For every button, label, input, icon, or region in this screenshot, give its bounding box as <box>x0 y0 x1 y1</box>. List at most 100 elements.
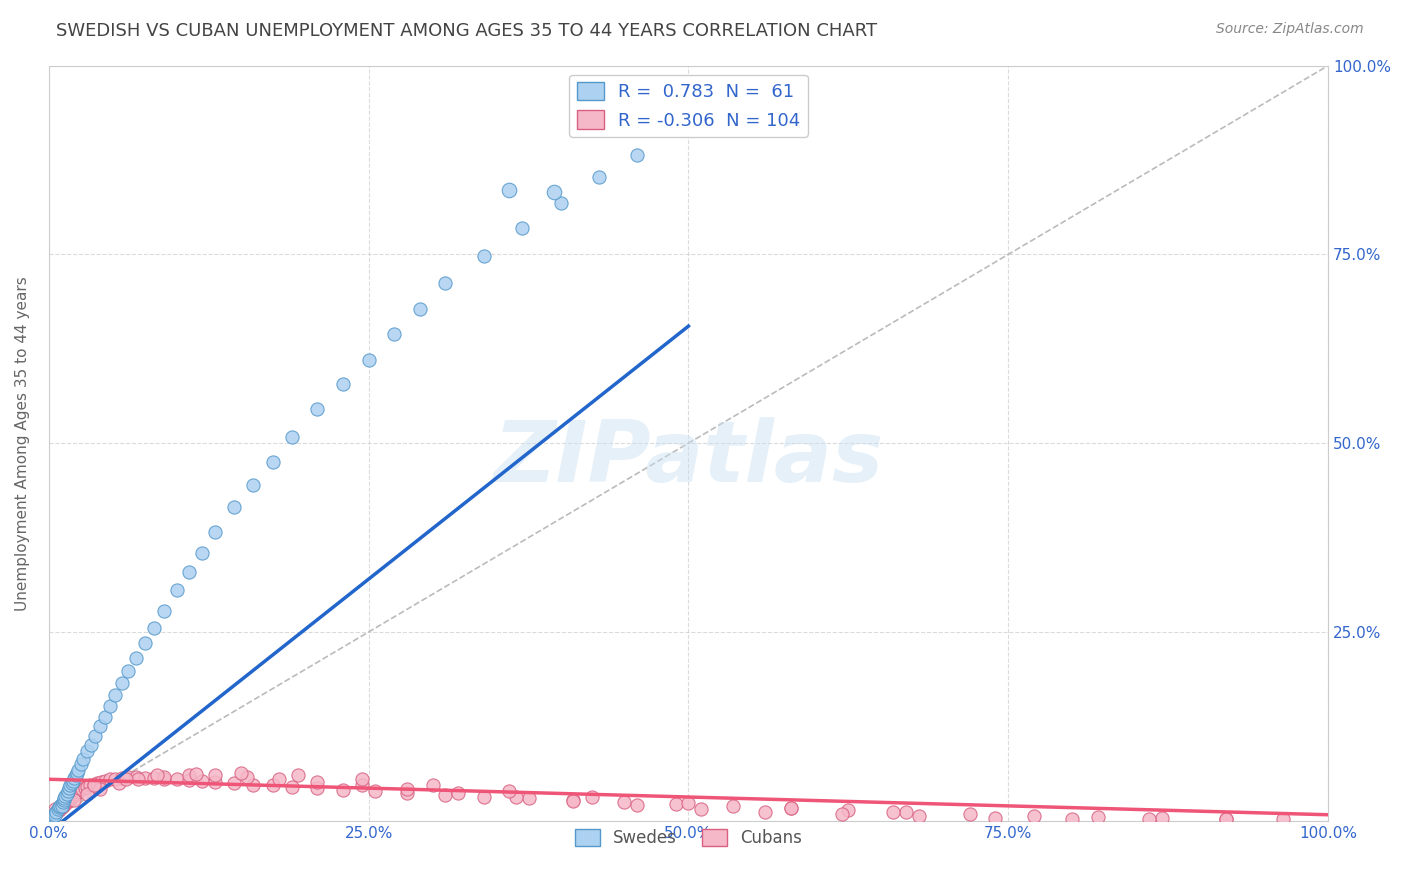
Point <box>56 783 79 797</box>
Point <box>184 767 207 781</box>
Text: Source: ZipAtlas.com: Source: ZipAtlas.com <box>1216 22 1364 37</box>
Point <box>166 583 188 598</box>
Point <box>588 170 610 185</box>
Point <box>224 776 246 790</box>
Point <box>1022 808 1045 822</box>
Point <box>1062 812 1084 826</box>
Text: SWEDISH VS CUBAN UNEMPLOYMENT AMONG AGES 35 TO 44 YEARS CORRELATION CHART: SWEDISH VS CUBAN UNEMPLOYMENT AMONG AGES… <box>56 22 877 40</box>
Point <box>153 770 176 784</box>
Point <box>45 805 67 819</box>
Point <box>51 800 73 814</box>
Point <box>98 698 121 713</box>
Point <box>83 729 105 743</box>
Point <box>281 430 304 444</box>
Point <box>434 788 457 802</box>
Point <box>581 789 603 804</box>
Point <box>53 792 76 806</box>
Point <box>754 805 776 819</box>
Point <box>41 807 63 822</box>
Point <box>108 776 131 790</box>
Point <box>104 772 127 786</box>
Point <box>45 805 67 819</box>
Point <box>52 798 75 813</box>
Point <box>179 768 201 782</box>
Y-axis label: Unemployment Among Ages 35 to 44 years: Unemployment Among Ages 35 to 44 years <box>15 276 30 610</box>
Point <box>422 778 444 792</box>
Point <box>472 249 495 263</box>
Point <box>894 805 917 820</box>
Point <box>1272 812 1295 826</box>
Point <box>721 799 744 814</box>
Point <box>66 785 89 799</box>
Point <box>984 811 1007 825</box>
Point <box>48 800 70 814</box>
Point <box>907 809 929 823</box>
Point <box>86 776 108 790</box>
Point <box>690 802 713 816</box>
Point <box>395 782 418 797</box>
Point <box>831 807 853 822</box>
Point <box>665 797 688 812</box>
Point <box>46 804 69 818</box>
Point <box>352 778 374 792</box>
Point <box>224 500 246 515</box>
Point <box>142 621 165 635</box>
Point <box>117 665 139 679</box>
Point <box>307 774 329 789</box>
Point <box>66 766 89 780</box>
Point <box>94 773 117 788</box>
Point <box>307 402 329 417</box>
Point <box>146 768 169 782</box>
Point <box>153 772 176 786</box>
Point <box>613 795 636 809</box>
Point <box>332 782 354 797</box>
Point <box>62 789 84 803</box>
Point <box>191 773 214 788</box>
Point <box>352 772 374 787</box>
Point <box>562 794 585 808</box>
Point <box>166 772 188 787</box>
Point <box>837 803 859 817</box>
Point <box>117 770 139 784</box>
Point <box>65 768 87 782</box>
Point <box>779 801 801 815</box>
Point <box>56 785 79 799</box>
Point <box>779 801 801 815</box>
Point <box>678 796 700 810</box>
Point <box>447 786 470 800</box>
Point <box>53 791 76 805</box>
Point <box>472 789 495 804</box>
Point <box>104 688 127 702</box>
Point <box>882 805 904 819</box>
Point <box>267 772 290 786</box>
Point <box>111 771 134 785</box>
Point <box>395 786 418 800</box>
Point <box>52 795 75 809</box>
Point <box>76 780 98 794</box>
Point <box>76 788 98 802</box>
Point <box>114 772 136 787</box>
Point <box>60 776 83 790</box>
Point <box>127 772 149 787</box>
Point <box>60 790 83 805</box>
Point <box>90 774 112 789</box>
Legend: Swedes, Cubans: Swedes, Cubans <box>568 822 808 854</box>
Point <box>204 768 226 782</box>
Point <box>51 798 73 813</box>
Point <box>626 147 648 161</box>
Point <box>42 808 65 822</box>
Point <box>134 771 156 785</box>
Point <box>44 802 66 816</box>
Point <box>357 353 380 368</box>
Point <box>434 276 457 290</box>
Point <box>505 790 527 805</box>
Point <box>69 783 91 797</box>
Point <box>409 301 432 316</box>
Point <box>63 771 86 785</box>
Point <box>79 778 101 792</box>
Point <box>76 744 98 758</box>
Point <box>134 636 156 650</box>
Point <box>69 757 91 772</box>
Point <box>55 789 77 803</box>
Point <box>55 787 77 801</box>
